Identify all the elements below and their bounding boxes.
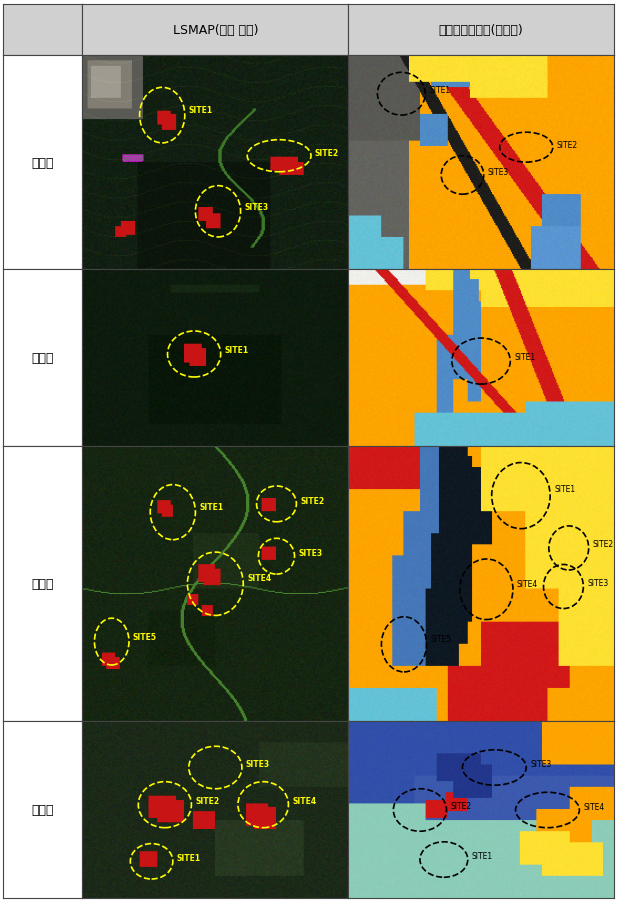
Text: SITE3: SITE3 — [246, 759, 270, 768]
Text: SITE1: SITE1 — [225, 346, 249, 355]
Text: LSMAP(개발 모델): LSMAP(개발 모델) — [173, 23, 258, 37]
Text: 사방요양병원: 사방요양병원 — [123, 156, 143, 162]
Text: SITE3: SITE3 — [587, 578, 608, 587]
Text: 경산시: 경산시 — [31, 578, 54, 591]
Text: SITE1: SITE1 — [554, 485, 575, 494]
Text: SITE1: SITE1 — [472, 852, 493, 861]
Text: SITE3: SITE3 — [530, 759, 552, 768]
Text: SITE1: SITE1 — [189, 106, 213, 115]
Text: SITE3: SITE3 — [244, 202, 268, 211]
Text: SITE5: SITE5 — [133, 633, 157, 642]
Text: SITE4: SITE4 — [247, 573, 271, 582]
Text: SITE4: SITE4 — [292, 796, 317, 805]
Text: SITE2: SITE2 — [196, 796, 220, 805]
Text: SITE3: SITE3 — [299, 548, 323, 557]
Text: SITE2: SITE2 — [450, 801, 471, 810]
Text: SITE2: SITE2 — [300, 497, 325, 506]
Text: SITE1: SITE1 — [177, 853, 201, 862]
Text: SITE5: SITE5 — [431, 635, 452, 644]
Text: SITE1: SITE1 — [515, 352, 536, 361]
Text: SITE4: SITE4 — [583, 802, 605, 811]
Text: 전주시: 전주시 — [31, 156, 54, 170]
Text: SITE2: SITE2 — [557, 141, 578, 150]
Text: SITE2: SITE2 — [315, 149, 339, 158]
Text: 고흥군: 고흥군 — [31, 351, 54, 365]
Text: 산사태위험지도(산림청): 산사태위험지도(산림청) — [439, 23, 523, 37]
Text: SITE1: SITE1 — [429, 86, 450, 95]
Text: SITE3: SITE3 — [487, 167, 509, 176]
Text: SITE2: SITE2 — [593, 539, 614, 548]
Text: SITE4: SITE4 — [517, 579, 538, 588]
Text: SITE1: SITE1 — [199, 503, 223, 512]
Text: 대구시: 대구시 — [31, 804, 54, 816]
